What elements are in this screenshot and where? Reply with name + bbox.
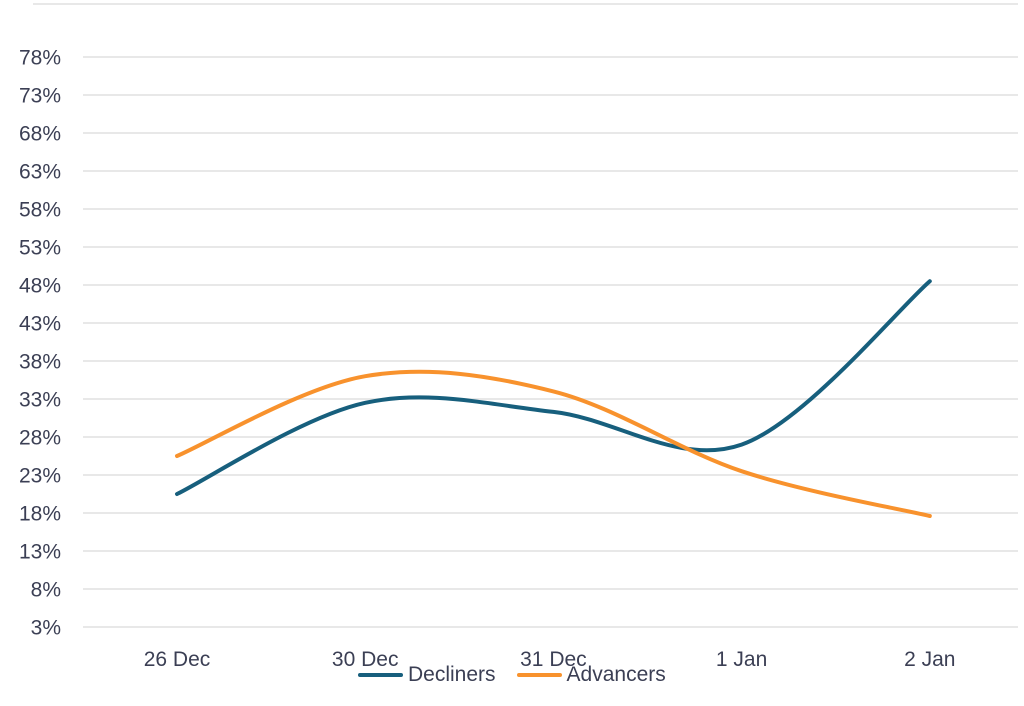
y-axis-label: 73% bbox=[19, 85, 61, 108]
y-axis-label: 8% bbox=[31, 579, 61, 602]
x-axis-label: 31 Dec bbox=[520, 648, 587, 671]
y-axis-label: 53% bbox=[19, 237, 61, 260]
legend-label-decliners: Decliners bbox=[408, 663, 496, 686]
x-axis-label: 1 Jan bbox=[716, 648, 767, 671]
decliners-line-swatch bbox=[358, 673, 403, 677]
x-axis-label: 2 Jan bbox=[904, 648, 955, 671]
y-axis-label: 78% bbox=[19, 47, 61, 70]
y-axis-label: 43% bbox=[19, 313, 61, 336]
legend: Decliners Advancers bbox=[358, 663, 666, 687]
y-axis-label: 18% bbox=[19, 503, 61, 526]
legend-item-decliners[interactable]: Decliners bbox=[358, 663, 496, 687]
y-axis-label: 48% bbox=[19, 275, 61, 298]
x-axis-label: 30 Dec bbox=[332, 648, 399, 671]
y-axis-label: 63% bbox=[19, 161, 61, 184]
series-line-advancers bbox=[175, 369, 932, 518]
legend-item-advancers[interactable]: Advancers bbox=[516, 663, 666, 687]
y-axis-label: 33% bbox=[19, 389, 61, 412]
y-axis-label: 13% bbox=[19, 541, 61, 564]
advancers-line-swatch bbox=[516, 673, 562, 677]
legend-label-advancers: Advancers bbox=[566, 663, 666, 686]
y-axis-label: 38% bbox=[19, 351, 61, 374]
y-axis-label: 58% bbox=[19, 199, 61, 222]
series-line-decliners bbox=[175, 279, 932, 496]
y-axis-label: 3% bbox=[31, 617, 61, 640]
y-axis-label: 68% bbox=[19, 123, 61, 146]
y-axis-label: 28% bbox=[19, 427, 61, 450]
x-axis-label: 26 Dec bbox=[144, 648, 211, 671]
y-axis-label: 23% bbox=[19, 465, 61, 488]
